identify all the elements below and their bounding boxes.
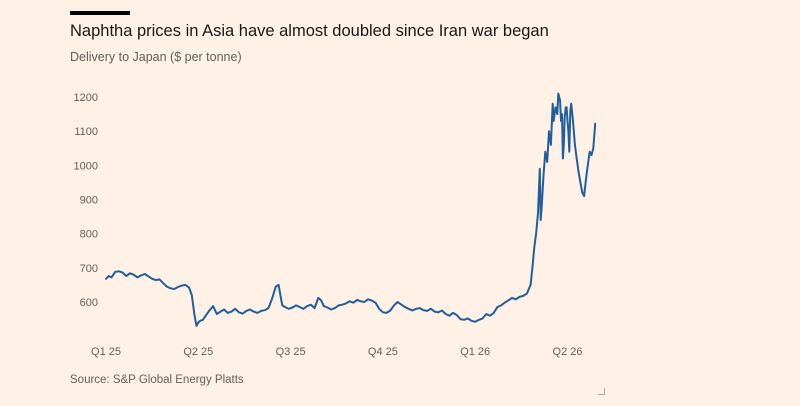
chart-subtitle: Delivery to Japan ($ per tonne) [70, 50, 242, 64]
y-tick-label: 1100 [74, 126, 98, 138]
y-tick-label: 1000 [74, 160, 98, 172]
resize-corner-icon [598, 388, 605, 395]
y-tick-label: 900 [80, 195, 98, 207]
y-axis-ticks: 600 700 800 900 1000 1100 1200 [74, 92, 98, 309]
ft-top-bar [70, 11, 130, 15]
series-group [105, 92, 597, 327]
x-tick-label: Q3 25 [276, 346, 306, 358]
x-tick-label: Q1 26 [460, 346, 490, 358]
series-line [105, 92, 597, 327]
y-tick-label: 600 [80, 297, 98, 309]
x-tick-label: Q4 25 [368, 346, 398, 358]
y-tick-label: 1200 [74, 92, 98, 104]
x-tick-label: Q1 25 [91, 346, 121, 358]
chart-title: Naphtha prices in Asia have almost doubl… [70, 22, 549, 40]
x-tick-label: Q2 25 [183, 346, 213, 358]
x-axis-ticks: Q1 25 Q2 25 Q3 25 Q4 25 Q1 26 Q2 26 [91, 346, 582, 358]
y-tick-label: 700 [80, 263, 98, 275]
x-tick-label: Q2 26 [553, 346, 583, 358]
source-note: Source: S&P Global Energy Platts [70, 374, 244, 386]
y-tick-label: 800 [80, 229, 98, 241]
